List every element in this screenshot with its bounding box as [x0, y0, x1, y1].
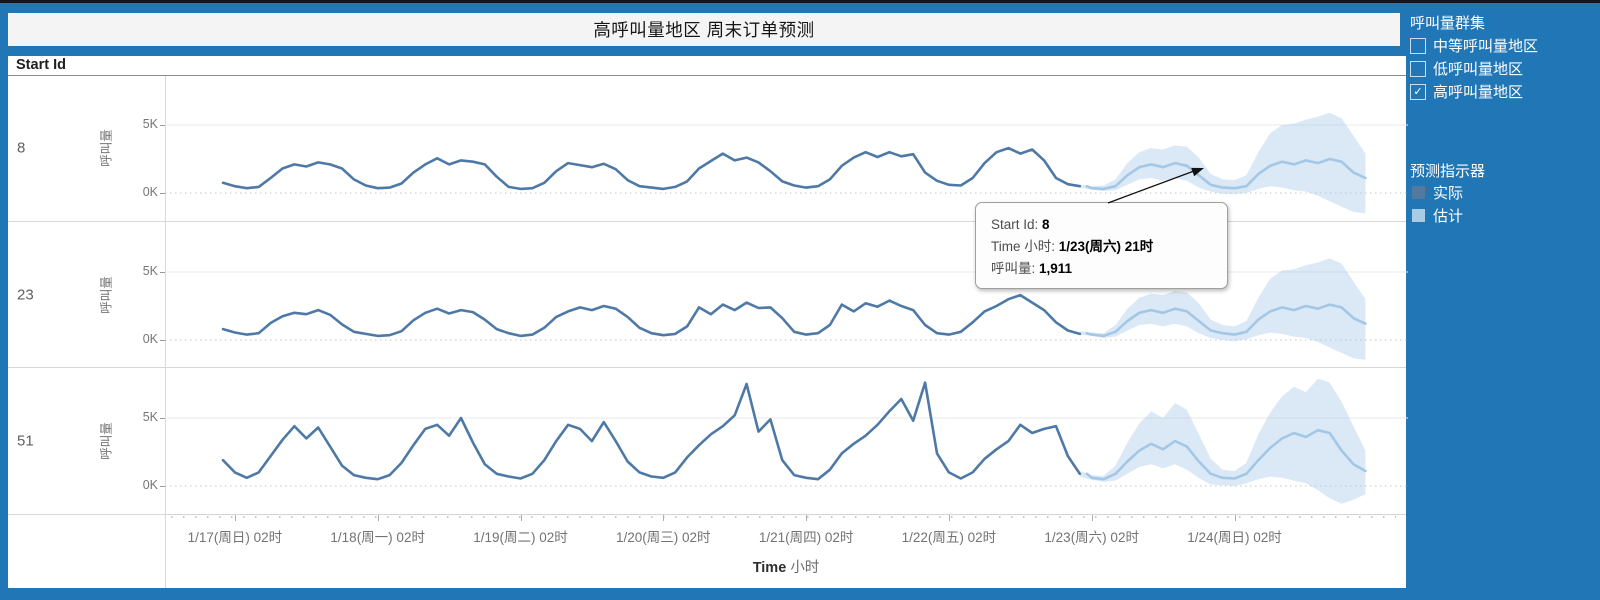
x-day-tick — [234, 515, 236, 521]
dashboard-title-bar: 高呼叫量地区 周末订单预测 — [8, 13, 1400, 46]
legend-item-label: 估计 — [1433, 207, 1464, 225]
y-tick-0k: 0K — [142, 478, 158, 492]
filter-checkbox-item-1[interactable]: 中等呼叫量地区 — [1410, 34, 1538, 57]
y-tick-0k: 0K — [142, 185, 158, 199]
filter-checkbox-item-2[interactable]: 低呼叫量地区 — [1410, 57, 1523, 80]
tooltip-line: Start Id: 8 — [991, 217, 1050, 232]
chart-row-51: 51 呼叫量 5K 0K — [8, 368, 1408, 515]
window-top-edge — [0, 0, 1600, 3]
row-id-label: 51 — [17, 432, 34, 450]
x-axis-minor-ticks — [171, 516, 1396, 518]
checkbox-checked-icon[interactable]: ✓ — [1410, 83, 1426, 100]
filter-item-label: 中等呼叫量地区 — [1433, 38, 1539, 55]
x-tick-label: 1/18(周一) 02时 — [330, 530, 425, 545]
tooltip-line: 呼叫量: 1,911 — [991, 261, 1073, 276]
y-tick-mark — [160, 125, 165, 126]
x-tick-label: 1/23(周六) 02时 — [1044, 530, 1139, 545]
legend-item-1[interactable]: 实际 — [1412, 182, 1463, 202]
legend-item-2[interactable]: 估计 — [1412, 205, 1463, 225]
actual-line — [221, 293, 1082, 338]
y-axis-title: 呼叫量 — [99, 275, 114, 314]
forecast-band — [1079, 258, 1366, 360]
row-header-label: Start Id — [16, 57, 66, 73]
filter-item-label: 高呼叫量地区 — [1433, 84, 1524, 101]
legend-swatch-icon — [1412, 185, 1425, 199]
tooltip-arrow — [1107, 167, 1204, 204]
filter-item-label: 低呼叫量地区 — [1433, 61, 1524, 78]
x-tick-label: 1/21(周四) 02时 — [758, 530, 854, 545]
x-tick-label: 1/17(周日) 02时 — [187, 530, 283, 545]
x-axis-title-zh: 小时 — [790, 560, 820, 576]
column-divider — [165, 76, 166, 588]
x-day-tick — [948, 515, 950, 521]
y-axis-title: 呼叫量 — [99, 422, 114, 460]
y-axis-title: 呼叫量 — [99, 129, 114, 167]
legend-item-label: 实际 — [1433, 184, 1464, 202]
tooltip-line: Time 小时: 1/23(周六) 21时 — [991, 239, 1154, 254]
forecast-line — [1085, 157, 1367, 191]
forecast-line — [1085, 428, 1367, 481]
chart-row-23: 23 呼叫量 5K 0K — [8, 222, 1408, 368]
legend-swatch-icon — [1412, 208, 1425, 222]
x-day-tick — [1091, 515, 1093, 521]
plot-area-51[interactable] — [165, 368, 1408, 515]
row-id-label: 8 — [17, 139, 26, 157]
x-day-tick — [806, 515, 808, 521]
x-day-tick — [663, 515, 665, 521]
plot-area-8[interactable] — [165, 75, 1408, 222]
y-tick-mark — [160, 418, 165, 419]
filter-checkbox-item-3[interactable]: ✓ 高呼叫量地区 — [1410, 80, 1523, 103]
tooltip: Start Id: 8 Time 小时: 1/23(周六) 21时 呼叫量: 1… — [975, 202, 1228, 289]
x-tick-label: 1/24(周日) 02时 — [1187, 530, 1282, 545]
x-day-tick — [1234, 515, 1236, 521]
y-tick-mark — [160, 272, 165, 273]
row-header: Start Id — [8, 56, 1406, 76]
x-day-tick — [520, 515, 522, 521]
y-tick-5k: 5K — [142, 117, 158, 131]
y-tick-0k: 0K — [142, 332, 158, 346]
chart-panel: Start Id 8 呼叫量 5K 0K 23 呼叫量 5K 0K 51 呼叫量 5K 0K 1/17… — [8, 56, 1408, 588]
x-axis-title-en: Time — [752, 560, 787, 576]
actual-line — [221, 146, 1082, 191]
y-tick-mark — [160, 193, 165, 194]
checkbox-icon[interactable] — [1410, 60, 1426, 77]
y-tick-mark — [160, 486, 165, 487]
x-day-tick — [377, 515, 379, 521]
x-axis-title: Time 小时 — [753, 556, 820, 577]
checkbox-icon[interactable] — [1410, 37, 1426, 54]
x-axis-area: 1/17(周日) 02时 1/18(周一) 02时 1/19(周二) 02时 1/20… — [165, 515, 1408, 588]
sidebar: 呼叫量群集 中等呼叫量地区 低呼叫量地区 ✓ 高呼叫量地区 预测指示器 实际估计 — [1410, 0, 1600, 600]
page-title: 高呼叫量地区 周末订单预测 — [593, 20, 815, 40]
y-tick-5k: 5K — [142, 264, 158, 278]
row-id-label: 23 — [17, 286, 34, 303]
forecast-band — [1079, 378, 1366, 504]
x-tick-label: 1/19(周二) 02时 — [473, 530, 568, 545]
x-tick-label: 1/20(周三) 02时 — [616, 530, 711, 545]
y-tick-mark — [160, 340, 165, 341]
forecast-line — [1085, 303, 1367, 338]
y-tick-5k: 5K — [142, 410, 158, 424]
actual-line — [221, 381, 1082, 481]
x-tick-label: 1/22(周五) 02时 — [901, 530, 997, 545]
chart-row-8: 8 呼叫量 5K 0K — [8, 75, 1408, 222]
legend-title: 预测指示器 — [1410, 163, 1486, 180]
filter-title: 呼叫量群集 — [1410, 15, 1486, 32]
forecast-band — [1079, 112, 1366, 214]
